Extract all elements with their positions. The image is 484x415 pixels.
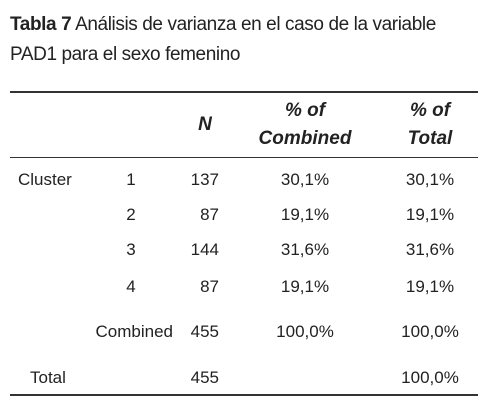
cell-n: 144 [190, 240, 219, 259]
cell-n: 455 [190, 322, 219, 341]
cell-pct-total: 19,1% [405, 277, 455, 296]
caption-label: Tabla 7 [10, 14, 72, 35]
header-pct-total: % of Total [407, 100, 453, 149]
row-label: Combined [95, 322, 174, 341]
top-rule [10, 91, 478, 93]
cell-n: 87 [200, 277, 219, 296]
cell-n: 87 [200, 205, 219, 224]
cell-pct-combined: 19,1% [280, 277, 330, 296]
cell-pct-combined: 100,0% [276, 322, 334, 341]
row-label: 1 [126, 170, 136, 189]
caption: Tabla 7 Análisis de varianza en el caso … [10, 10, 480, 70]
cell-pct-total: 30,1% [405, 170, 455, 189]
bottom-rule [10, 394, 478, 396]
cell-n: 455 [190, 368, 219, 387]
cell-n: 137 [190, 170, 219, 189]
row-label: 2 [126, 205, 136, 224]
cell-pct-total: 31,6% [405, 240, 455, 259]
cell-pct-total: 19,1% [405, 205, 455, 224]
cell-pct-total: 100,0% [401, 368, 459, 387]
header-rule [10, 157, 478, 158]
row-group: Cluster [18, 170, 72, 189]
cell-pct-combined: 31,6% [280, 240, 330, 259]
row-label: 4 [126, 277, 136, 296]
cell-pct-total: 100,0% [401, 322, 459, 341]
header-pct-combined: % of Combined [258, 100, 352, 149]
header-n: N [198, 114, 212, 135]
cell-pct-combined: 19,1% [280, 205, 330, 224]
row-group: Total [30, 368, 66, 387]
row-label: 3 [126, 240, 136, 259]
cell-pct-combined: 30,1% [280, 170, 330, 189]
caption-text: Análisis de varianza en el caso de la va… [10, 14, 436, 65]
